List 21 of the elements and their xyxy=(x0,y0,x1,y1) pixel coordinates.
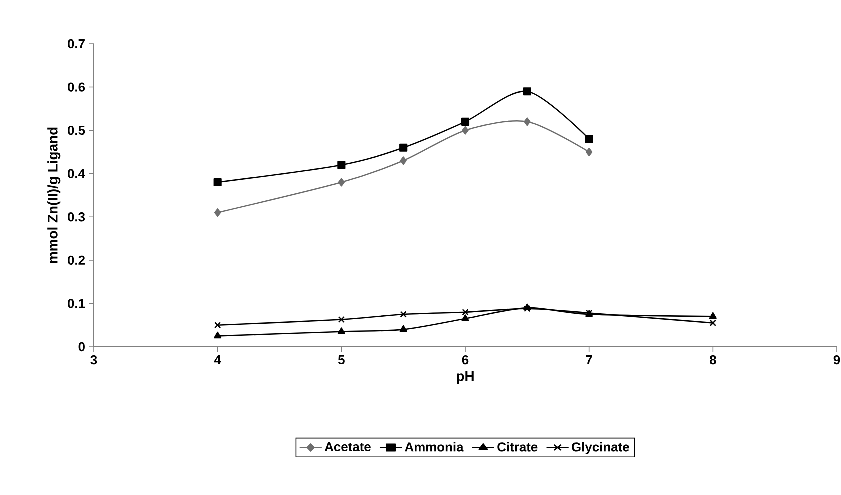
x-tick-label: 7 xyxy=(586,356,592,364)
y-tick-label: 0.4 xyxy=(68,169,86,178)
x-tick-label: 6 xyxy=(462,356,469,365)
x-tick-label: 3 xyxy=(90,356,98,365)
y-axis-title: mmol Zn(II)/g Ligand xyxy=(48,128,61,264)
legend-label: Acetate xyxy=(324,442,371,452)
x-axis-title: pH xyxy=(457,372,474,384)
y-tick-label: 0.6 xyxy=(68,82,86,92)
legend-label: Citrate xyxy=(498,442,538,452)
legend-label: Glycinate xyxy=(572,442,630,454)
x-tick-label: 4 xyxy=(214,356,222,364)
x-tick-label: 9 xyxy=(834,356,840,365)
y-tick-label: 0.7 xyxy=(68,39,85,49)
y-tick-label: 0.2 xyxy=(68,256,85,266)
y-tick-label: 0.5 xyxy=(68,126,86,136)
y-tick-label: 0.1 xyxy=(68,299,86,308)
legend-label: Ammonia xyxy=(405,442,464,452)
x-tick-label: 8 xyxy=(710,356,716,365)
y-tick-label: 0 xyxy=(78,342,85,352)
x-tick-label: 5 xyxy=(338,356,345,365)
y-tick-label: 0.3 xyxy=(68,212,86,222)
